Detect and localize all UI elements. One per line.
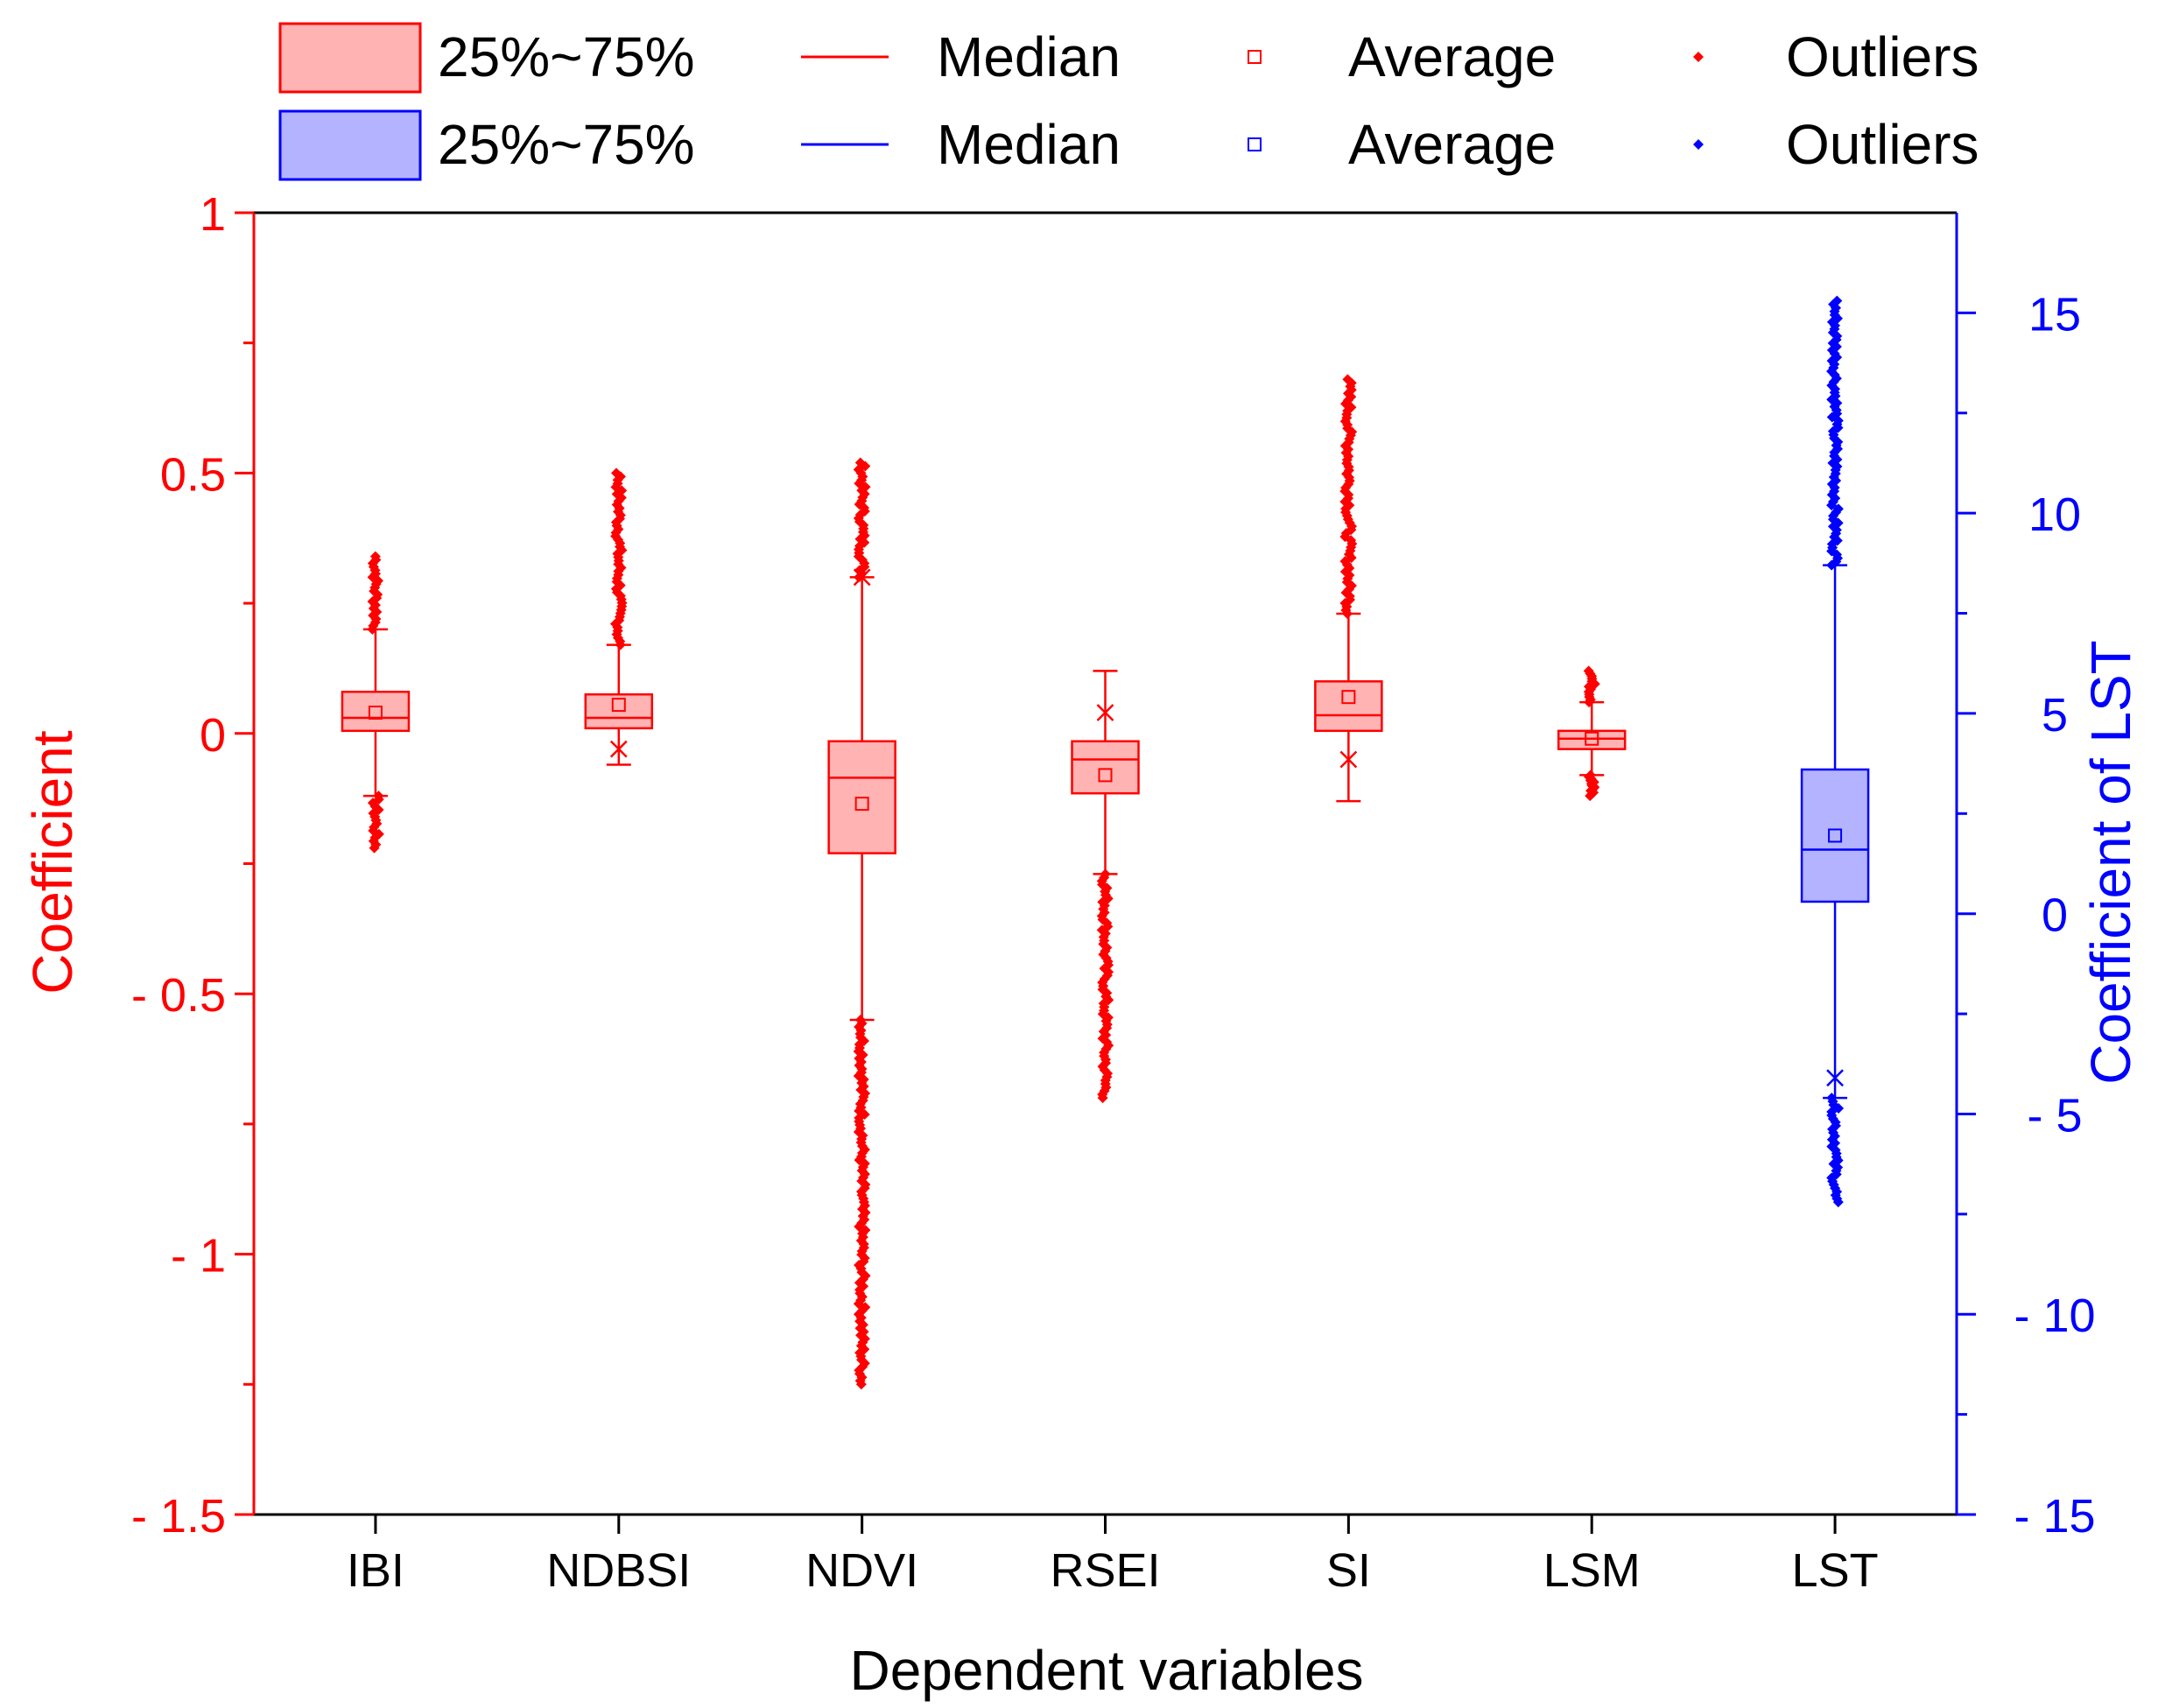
legend-outlier-label: Outliers [1786,113,1979,176]
right-y-tick-label: 10 [2028,489,2081,541]
legend: 25%~75% Median Average Outliers 25%~75% Media… [278,22,1979,181]
legend-box-label: 25%~75% [438,113,695,176]
box-lst [1800,295,1870,1208]
iqr-box [1800,768,1870,903]
x-tick-label: LSM [1543,1544,1641,1597]
box-ibi [341,551,411,854]
legend-outlier-swatch [1693,52,1704,62]
outlier-point [615,639,626,650]
outlier-point [1341,608,1353,619]
mean-marker [1341,690,1356,705]
outlier-point [367,623,378,635]
extreme-marker [853,568,871,587]
legend-box-swatch [278,109,422,181]
legend-outlier-label: Outliers [1786,25,1979,88]
extreme-marker [1826,1069,1844,1087]
mean-marker [854,797,869,812]
mean-marker [368,706,383,720]
left-y-tick-label: 1 [200,188,226,241]
x-tick-label: SI [1326,1544,1371,1597]
outlier-point [1584,697,1595,708]
legend-row-left: 25%~75% Median Average Outliers [278,22,1979,94]
right-y-tick-label: 0 [2042,889,2068,942]
plot-area [341,295,1870,1390]
outlier-point [1585,791,1596,802]
mean-marker [1098,768,1113,783]
legend-box-swatch [278,22,422,94]
outlier-point [1832,1197,1844,1208]
legend-box-label: 25%~75% [438,25,695,88]
legend-median-label: Median [937,25,1121,88]
left-y-tick-label: 0.5 [160,448,226,501]
box-si [1314,374,1383,803]
box-ndbsi [584,467,654,766]
right-y-tick-label: - 10 [2014,1290,2095,1342]
mean-marker [1828,828,1843,843]
x-tick-label: NDVI [805,1544,918,1597]
mean-marker [1585,731,1599,746]
legend-row-right: 25%~75% Median Average Outliers [278,109,1979,181]
legend-average-label: Average [1348,25,1556,88]
extreme-marker [1096,704,1114,721]
box-lsm [1557,665,1627,802]
x-tick-label: LST [1792,1544,1879,1597]
iqr-box [341,690,411,733]
left-y-tick-label: 0 [200,709,226,762]
box-ndvi [827,457,896,1390]
iqr-box [1557,729,1627,750]
legend-average-swatch [1248,137,1262,151]
x-tick-label: RSEI [1050,1544,1160,1597]
outlier-point [1826,559,1838,571]
legend-outlier-swatch [1693,139,1704,150]
outlier-point [855,1379,867,1390]
x-tick-label: NDBSI [546,1544,691,1597]
axes: 1 0.5 0 - 0.5 - 1 - 1.5 15 10 5 0 - 5 - 10 - 15 IBI ND… [131,188,2096,1597]
x-tick-label: IBI [347,1544,404,1597]
right-y-tick-label: 5 [2042,689,2068,742]
legend-average-label: Average [1348,113,1556,176]
outlier-point [854,572,865,583]
right-y-tick-label: - 5 [2027,1089,2082,1142]
box-rsei [1071,670,1140,1104]
right-y-axis-title: Coefficient of LST [2079,640,2142,1085]
outlier-point [1097,1093,1108,1104]
left-y-tick-label: - 0.5 [131,969,226,1022]
right-y-tick-label: - 15 [2014,1490,2095,1543]
extreme-marker [1339,750,1358,769]
mean-marker [611,698,626,713]
extreme-marker [609,740,628,758]
right-y-tick-label: 15 [2028,288,2081,341]
left-y-tick-label: - 1.5 [131,1490,226,1543]
x-axis-title: Dependent variables [849,1639,1363,1702]
left-y-axis-title: Coefficient [21,730,84,994]
legend-median-label: Median [937,113,1121,176]
outlier-point [369,842,380,854]
left-y-tick-label: - 1 [171,1230,226,1283]
iqr-box [1314,680,1383,733]
iqr-box [1071,740,1140,795]
legend-average-swatch [1248,50,1262,64]
